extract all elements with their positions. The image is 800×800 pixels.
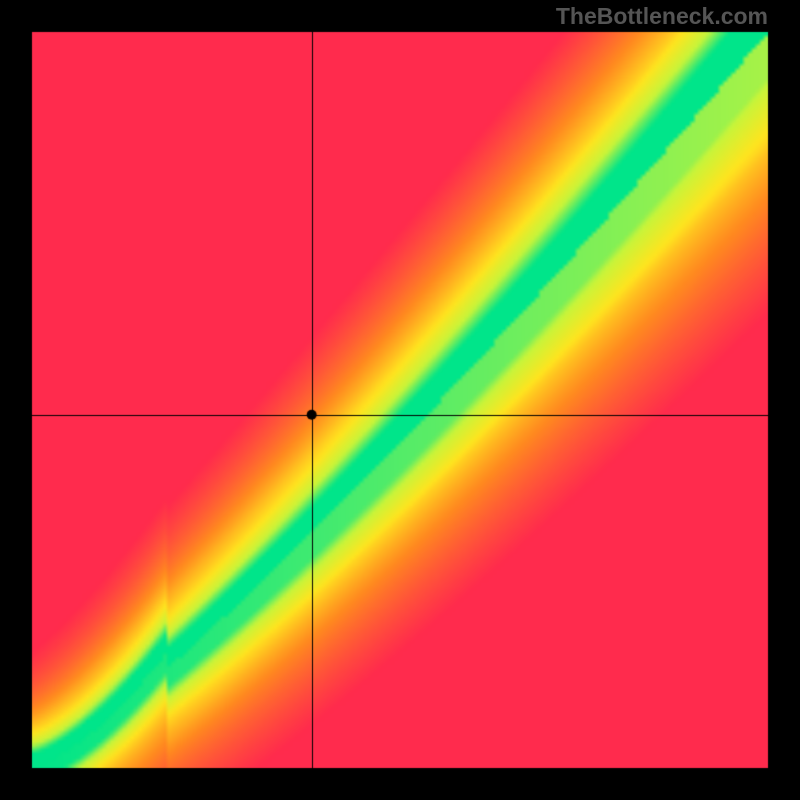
bottleneck-heatmap bbox=[0, 0, 800, 800]
watermark-text: TheBottleneck.com bbox=[556, 3, 768, 30]
chart-container: TheBottleneck.com bbox=[0, 0, 800, 800]
